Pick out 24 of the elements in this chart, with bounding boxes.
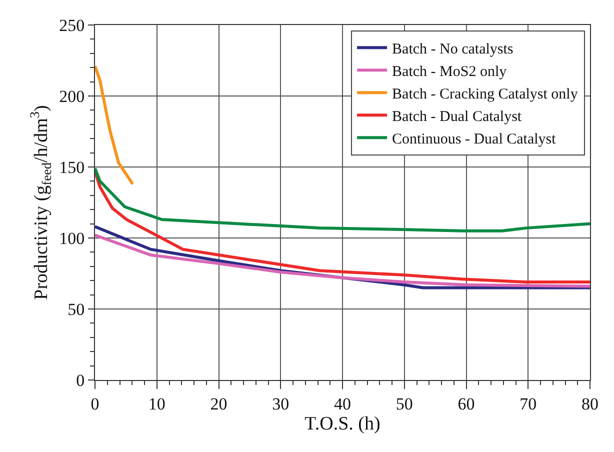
legend-label: Continuous - Dual Catalyst (392, 131, 557, 148)
x-tick-label: 70 (520, 394, 537, 414)
y-tick-label: 0 (76, 370, 85, 390)
y-tick-label: 100 (59, 228, 85, 248)
x-tick-label: 20 (210, 394, 228, 414)
y-tick-label: 50 (68, 300, 85, 319)
x-tick-label: 50 (396, 394, 413, 414)
legend-label: Batch - Dual Catalyst (392, 108, 522, 125)
x-tick-label: 10 (148, 394, 166, 414)
y-tick-label: 200 (59, 86, 85, 106)
x-axis-title: T.O.S. (h) (304, 413, 380, 434)
y-tick-label: 150 (59, 158, 85, 177)
x-tick-label: 60 (458, 394, 475, 414)
x-tick-label: 40 (334, 394, 351, 414)
x-tick-label: 0 (90, 394, 100, 414)
legend-label: Batch - MoS2 only (392, 64, 508, 80)
line-series (95, 234, 590, 288)
line-series (95, 166, 590, 232)
legend-label: Batch - Cracking Catalyst only (392, 86, 578, 102)
y-tick-label: 250 (59, 16, 85, 35)
x-tick-label: 30 (272, 394, 290, 414)
legend-label: Batch - No catalysts (392, 41, 514, 58)
line-series (95, 64, 134, 186)
x-tick-label: 80 (582, 394, 598, 414)
